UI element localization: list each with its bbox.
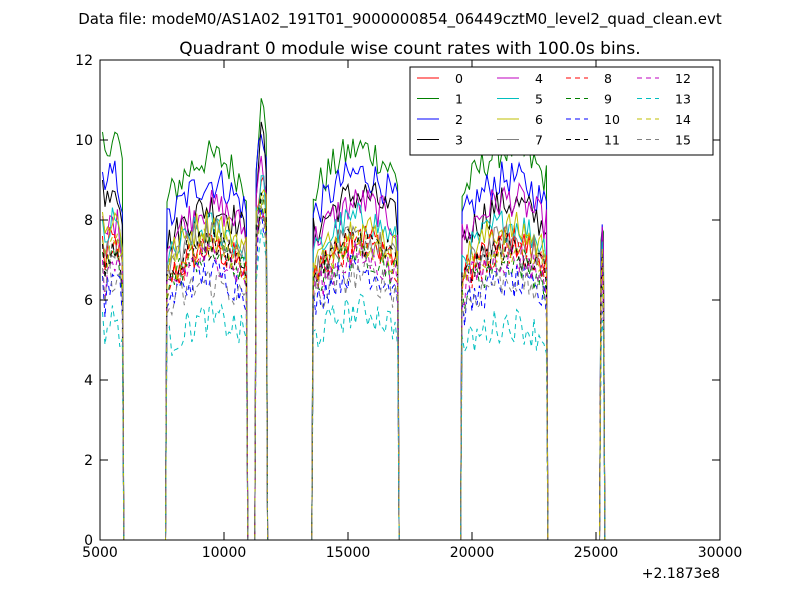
legend-label-8: 8 <box>604 71 612 86</box>
series-line-5 <box>102 175 606 540</box>
legend-label-3: 3 <box>455 133 463 148</box>
series-line-9 <box>102 192 606 540</box>
x-tick-label: 5000 <box>82 545 118 561</box>
legend-label-9: 9 <box>604 92 612 107</box>
series-line-6 <box>102 188 606 540</box>
legend-label-0: 0 <box>455 71 463 86</box>
chart-suptitle: Data file: modeM0/AS1A02_191T01_90000008… <box>78 10 722 29</box>
series-line-11 <box>102 192 606 540</box>
series-line-8 <box>102 215 606 540</box>
legend-label-10: 10 <box>604 112 620 127</box>
legend-label-12: 12 <box>675 71 691 86</box>
x-tick-label: 30000 <box>698 545 743 561</box>
legend-label-6: 6 <box>535 112 543 127</box>
x-offset-label: +2.1873e8 <box>642 566 720 582</box>
series-line-3 <box>102 121 606 540</box>
legend-box <box>409 66 714 156</box>
y-tick-label: 12 <box>75 53 93 69</box>
series-line-13 <box>102 229 606 540</box>
x-tick-label: 25000 <box>574 545 619 561</box>
series-line-4 <box>102 155 606 540</box>
legend-label-13: 13 <box>675 92 691 107</box>
legend-label-1: 1 <box>455 92 463 107</box>
legend-label-7: 7 <box>535 133 543 148</box>
plot-area <box>102 98 606 540</box>
legend-label-15: 15 <box>675 133 691 148</box>
y-tick-label: 2 <box>84 453 93 469</box>
series-line-12 <box>102 209 606 540</box>
x-tick-label: 15000 <box>326 545 371 561</box>
y-tick-label: 8 <box>84 213 93 229</box>
legend-label-11: 11 <box>604 133 620 148</box>
x-tick-label: 10000 <box>202 545 247 561</box>
y-tick-label: 0 <box>84 533 93 549</box>
series-line-7 <box>102 204 606 540</box>
legend-label-5: 5 <box>535 92 543 107</box>
legend-label-4: 4 <box>535 71 543 86</box>
legend-label-2: 2 <box>455 112 463 127</box>
y-tick-label: 10 <box>75 133 93 149</box>
series-line-10 <box>102 208 606 540</box>
chart-title: Quadrant 0 module wise count rates with … <box>179 39 640 59</box>
legend-label-14: 14 <box>675 112 691 127</box>
y-tick-label: 4 <box>84 373 93 389</box>
series-line-1 <box>102 98 606 540</box>
series-line-15 <box>102 217 606 540</box>
y-tick-label: 6 <box>84 293 93 309</box>
x-tick-label: 20000 <box>450 545 495 561</box>
series-line-2 <box>102 133 606 540</box>
